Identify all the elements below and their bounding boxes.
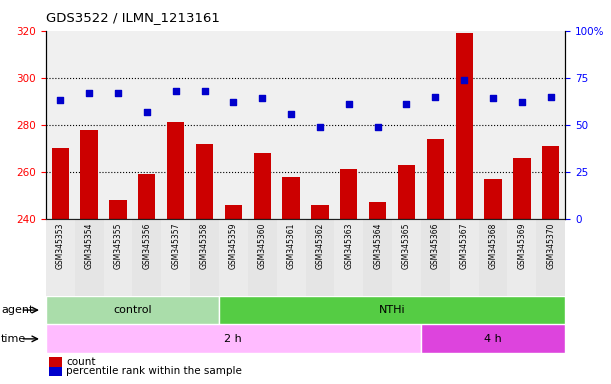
Bar xyxy=(161,219,190,296)
Point xyxy=(401,101,411,107)
Bar xyxy=(426,139,444,219)
Bar xyxy=(421,324,565,353)
Bar xyxy=(421,219,450,296)
Text: 2 h: 2 h xyxy=(224,334,242,344)
Text: GSM345355: GSM345355 xyxy=(114,223,122,269)
Point xyxy=(488,95,498,101)
Bar xyxy=(138,174,155,219)
Bar xyxy=(536,219,565,296)
Point xyxy=(170,88,181,94)
Bar xyxy=(46,219,75,296)
Bar xyxy=(46,296,219,324)
Bar xyxy=(369,202,386,219)
Point xyxy=(315,124,325,130)
Bar xyxy=(542,146,560,219)
Point xyxy=(286,111,296,117)
Bar xyxy=(277,219,306,296)
Text: GSM345362: GSM345362 xyxy=(315,223,324,269)
Text: GSM345369: GSM345369 xyxy=(518,223,527,269)
Bar xyxy=(508,219,536,296)
Text: GSM345361: GSM345361 xyxy=(287,223,296,269)
Text: GSM345366: GSM345366 xyxy=(431,223,440,269)
Bar xyxy=(167,122,185,219)
Text: agent: agent xyxy=(1,305,34,315)
Bar xyxy=(340,169,357,219)
Bar xyxy=(398,165,415,219)
Text: GSM345360: GSM345360 xyxy=(258,223,267,269)
Text: GSM345363: GSM345363 xyxy=(344,223,353,269)
Bar xyxy=(248,219,277,296)
Text: GSM345367: GSM345367 xyxy=(459,223,469,269)
Bar xyxy=(456,33,473,219)
Text: control: control xyxy=(113,305,152,315)
Text: GSM345368: GSM345368 xyxy=(489,223,497,269)
Point xyxy=(257,95,267,101)
Bar xyxy=(392,219,421,296)
Text: GDS3522 / ILMN_1213161: GDS3522 / ILMN_1213161 xyxy=(46,12,220,25)
Point xyxy=(459,76,469,83)
Text: NTHi: NTHi xyxy=(379,305,405,315)
Bar xyxy=(46,324,421,353)
Bar xyxy=(311,205,329,219)
Text: GSM345353: GSM345353 xyxy=(56,223,65,269)
Bar xyxy=(485,179,502,219)
Text: GSM345364: GSM345364 xyxy=(373,223,382,269)
Bar xyxy=(225,205,242,219)
Bar xyxy=(190,219,219,296)
Bar xyxy=(334,219,363,296)
Bar xyxy=(219,296,565,324)
Bar xyxy=(109,200,126,219)
Text: GSM345359: GSM345359 xyxy=(229,223,238,269)
Point xyxy=(142,109,152,115)
Bar xyxy=(363,219,392,296)
Text: GSM345365: GSM345365 xyxy=(402,223,411,269)
Point xyxy=(373,124,382,130)
Bar xyxy=(478,219,508,296)
Text: percentile rank within the sample: percentile rank within the sample xyxy=(66,366,242,376)
Bar xyxy=(103,219,133,296)
Point xyxy=(84,90,94,96)
Text: GSM345370: GSM345370 xyxy=(546,223,555,269)
Bar xyxy=(196,144,213,219)
Text: time: time xyxy=(1,334,26,344)
Point xyxy=(344,101,354,107)
Point xyxy=(113,90,123,96)
Bar xyxy=(51,148,69,219)
Point xyxy=(517,99,527,105)
Point xyxy=(229,99,238,105)
Bar xyxy=(306,219,334,296)
Text: 4 h: 4 h xyxy=(484,334,502,344)
Bar xyxy=(81,129,98,219)
Point xyxy=(430,93,440,99)
Bar xyxy=(513,158,530,219)
Text: GSM345356: GSM345356 xyxy=(142,223,152,269)
Bar xyxy=(219,219,248,296)
Text: GSM345358: GSM345358 xyxy=(200,223,209,269)
Bar xyxy=(254,153,271,219)
Bar xyxy=(282,177,300,219)
Point xyxy=(56,97,65,103)
Text: GSM345354: GSM345354 xyxy=(84,223,93,269)
Text: GSM345357: GSM345357 xyxy=(171,223,180,269)
Text: count: count xyxy=(66,357,95,367)
Point xyxy=(546,93,555,99)
Bar xyxy=(75,219,103,296)
Bar xyxy=(133,219,161,296)
Bar xyxy=(450,219,478,296)
Point xyxy=(200,88,210,94)
